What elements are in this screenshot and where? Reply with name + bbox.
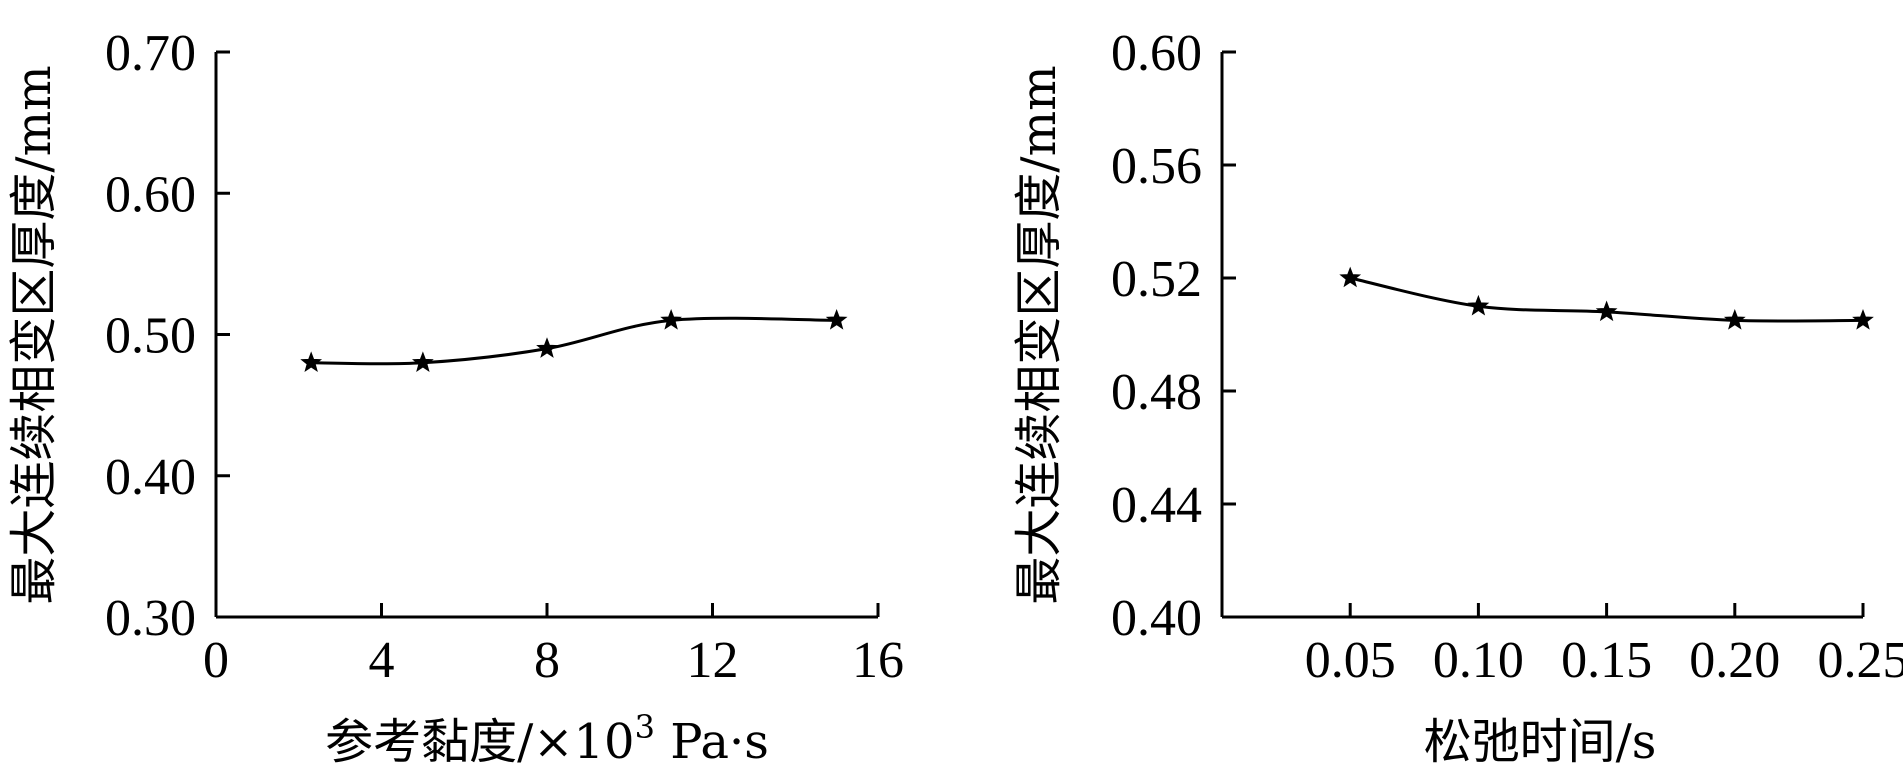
x-tick-label: 0.25 <box>1818 632 1903 689</box>
x-tick-label: 0 <box>203 632 229 689</box>
data-point-star <box>660 308 682 330</box>
x-axis-title: 松弛时间/s <box>1424 714 1657 764</box>
data-point-star <box>536 337 558 358</box>
y-tick-label: 0.50 <box>105 308 196 365</box>
x-axis-title: 参考黏度/×103 Pa·s <box>325 708 769 764</box>
data-point-star <box>1852 308 1874 330</box>
y-tick-label: 0.48 <box>1111 364 1202 421</box>
y-tick-label: 0.70 <box>105 25 196 82</box>
y-tick-label: 0.60 <box>105 166 196 223</box>
y-tick-label: 0.56 <box>1111 138 1202 195</box>
x-tick-label: 0.20 <box>1689 632 1780 689</box>
y-axis-title: 最大连续相变区厚度/mm <box>1011 65 1067 604</box>
y-tick-label: 0.52 <box>1111 251 1202 308</box>
data-point-star <box>825 308 848 330</box>
x-tick-label: 8 <box>534 632 560 689</box>
chart-panel-2: 0.40 0.44 0.48 0.52 0.56 0.60 0.05 0.10 0.15 0.20… <box>1011 25 1903 764</box>
y-tick-label: 0.30 <box>105 590 196 647</box>
data-point-star <box>300 351 323 372</box>
data-point-star <box>1339 266 1362 288</box>
x-tick-label: 0.15 <box>1561 632 1652 689</box>
x-tick-label: 0.10 <box>1433 632 1524 689</box>
x-tick-label: 0.05 <box>1305 632 1396 689</box>
data-point-star <box>1467 294 1490 316</box>
data-point-star <box>1723 308 1746 330</box>
x-tick-label: 12 <box>687 632 739 689</box>
y-tick-label: 0.40 <box>105 449 196 506</box>
x-tick-label: 4 <box>369 632 395 689</box>
series-line <box>311 316 837 366</box>
y-tick-label: 0.44 <box>1111 477 1202 534</box>
y-tick-label: 0.60 <box>1111 25 1202 82</box>
data-point-star <box>1595 300 1618 322</box>
x-tick-label: 16 <box>852 632 904 689</box>
y-tick-label: 0.40 <box>1111 590 1202 647</box>
data-point-star <box>412 351 434 372</box>
y-axis-title: 最大连续相变区厚度/mm <box>6 65 62 604</box>
chart-panel-1: 0.30 0.40 0.50 0.60 0.70 0 4 8 12 16 最大连续相变区厚度/mm 参… <box>6 25 904 764</box>
